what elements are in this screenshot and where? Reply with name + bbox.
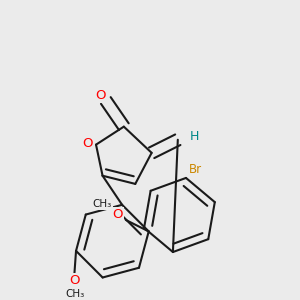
Text: O: O	[82, 136, 93, 149]
Text: O: O	[112, 208, 123, 220]
Text: O: O	[96, 89, 106, 102]
Text: Br: Br	[189, 163, 203, 176]
Text: CH₃: CH₃	[65, 289, 84, 299]
Text: H: H	[190, 130, 199, 143]
Text: O: O	[69, 274, 80, 287]
Text: CH₃: CH₃	[93, 199, 112, 209]
